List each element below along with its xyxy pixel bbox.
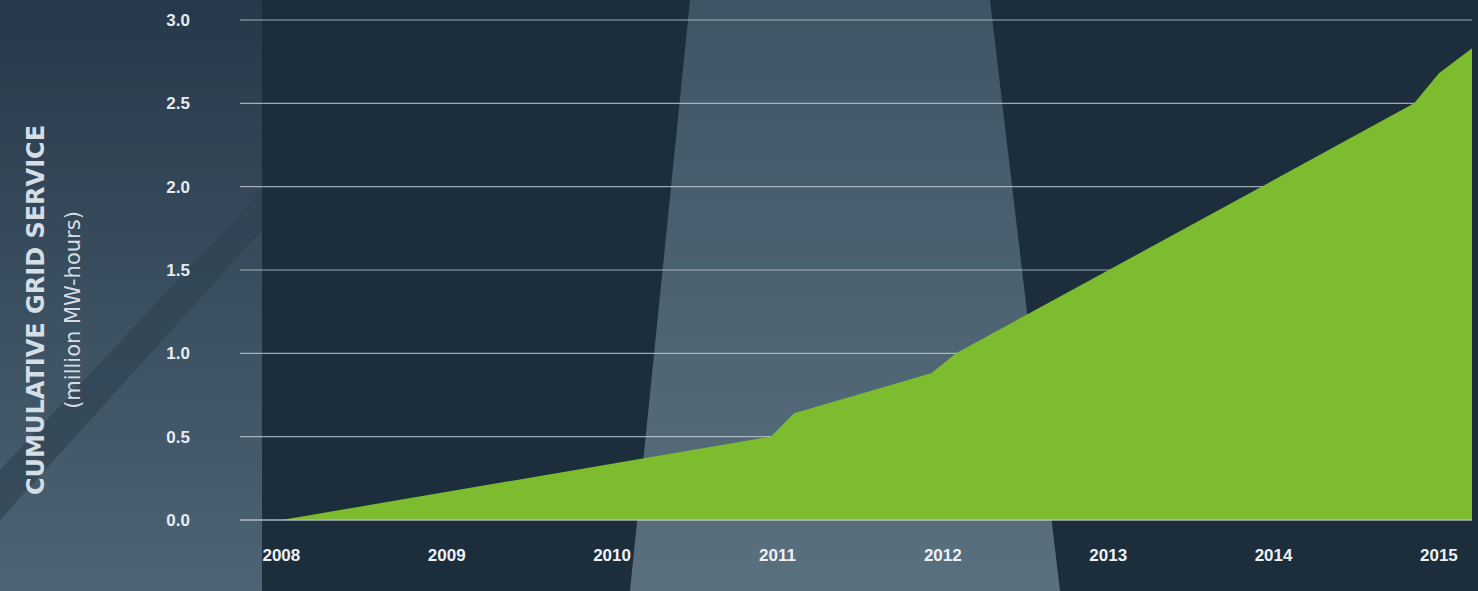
x-tick-label: 2014	[1255, 546, 1293, 565]
area-group	[281, 48, 1472, 520]
x-tick-label: 2011	[759, 546, 796, 565]
x-tick-label: 2012	[924, 546, 962, 565]
x-tick-label: 2009	[428, 546, 466, 565]
grid-line	[240, 19, 1472, 20]
y-tick-label: 0.5	[166, 428, 190, 447]
x-axis-line	[240, 519, 1472, 520]
y-tick-label: 2.0	[166, 178, 190, 197]
y-tick-label: 1.0	[166, 344, 190, 363]
y-axis-title: CUMULATIVE GRID SERVICE	[22, 125, 50, 495]
y-tick-label: 1.5	[166, 261, 190, 280]
area	[281, 48, 1472, 520]
y-tick-label: 0.0	[166, 511, 190, 530]
y-axis-subtitle: (million MW-hours)	[61, 211, 85, 409]
grid-line	[240, 519, 1472, 520]
x-tick-label: 2015	[1420, 546, 1458, 565]
y-tick-label: 2.5	[166, 94, 190, 113]
y-tick-label: 3.0	[166, 11, 190, 30]
background	[0, 0, 1478, 591]
x-tick-label: 2010	[593, 546, 631, 565]
x-tick-label: 2008	[262, 546, 300, 565]
background-left	[0, 0, 262, 591]
chart-root: 0.0 0.5 1.0 1.5 2.0 2.5 3.0 2008 2009 2010 2011 201…	[0, 0, 1478, 591]
grid-line	[240, 103, 1472, 104]
chart-svg: 0.0 0.5 1.0 1.5 2.0 2.5 3.0 2008 2009 2010 2011 201…	[0, 0, 1478, 591]
x-tick-label: 2013	[1089, 546, 1127, 565]
